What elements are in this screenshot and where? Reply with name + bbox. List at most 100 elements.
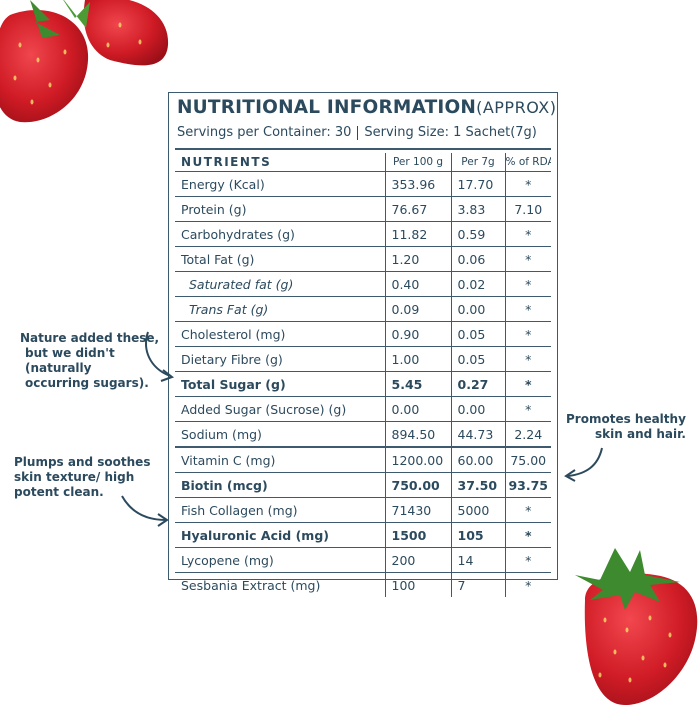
value-rda: *	[504, 346, 551, 372]
panel-title: NUTRITIONAL INFORMATION(APPROX)	[177, 97, 556, 118]
value-rda: 2.24	[504, 421, 551, 448]
value-per7: 0.05	[450, 321, 506, 347]
value-per7: 105	[450, 522, 506, 548]
value-rda: *	[504, 572, 551, 597]
nutrient-name: Total Fat (g)	[175, 246, 386, 272]
strawberry-icon	[0, 0, 169, 123]
value-rda: *	[504, 547, 551, 573]
nutrient-name: Dietary Fibre (g)	[175, 346, 386, 372]
serving-info: Servings per Container: 30 Serving Size: …	[177, 125, 537, 140]
strawberry-icon	[575, 548, 698, 705]
note-line: Plumps and soothes	[14, 455, 151, 469]
col-header-per100: Per 100 g	[384, 153, 452, 172]
header-rule	[175, 148, 551, 150]
value-rda: *	[504, 371, 551, 397]
note-line: but we didn't	[25, 346, 115, 360]
table-row: Dietary Fibre (g) 1.00 0.05 *	[175, 346, 551, 372]
table-row: Vitamin C (mg) 1200.00 60.00 75.00	[175, 446, 551, 473]
value-per100: 1.20	[384, 246, 452, 272]
value-per100: 71430	[384, 497, 452, 523]
value-rda: *	[504, 497, 551, 523]
table-row: Hyaluronic Acid (mg) 1500 105 *	[175, 522, 551, 548]
value-rda: *	[504, 221, 551, 247]
nutrient-name: Trans Fat (g)	[175, 296, 386, 322]
note-line: (naturally	[25, 361, 92, 375]
value-per100: 11.82	[384, 221, 452, 247]
table-row: Sesbania Extract (mg) 100 7 *	[175, 572, 551, 597]
nutrient-name: Saturated fat (g)	[175, 271, 386, 297]
value-per100: 0.40	[384, 271, 452, 297]
nutrition-table: NUTRIENTS Per 100 g Per 7g % of RDA Ener…	[175, 153, 551, 597]
nutrient-name: Energy (Kcal)	[175, 171, 386, 197]
table-row: Total Sugar (g) 5.45 0.27 *	[175, 371, 551, 397]
value-per100: 200	[384, 547, 452, 573]
table-row: Saturated fat (g) 0.40 0.02 *	[175, 271, 551, 297]
value-rda: *	[504, 246, 551, 272]
table-row: Fish Collagen (mg) 71430 5000 *	[175, 497, 551, 523]
value-per7: 0.02	[450, 271, 506, 297]
note-line: Promotes healthy	[566, 412, 686, 426]
value-per100: 1200.00	[384, 446, 452, 473]
value-per100: 353.96	[384, 171, 452, 197]
value-per100: 0.90	[384, 321, 452, 347]
arrow-icon	[121, 495, 169, 527]
value-rda: *	[504, 522, 551, 548]
value-rda: 75.00	[504, 446, 551, 473]
table-row: Lycopene (mg) 200 14 *	[175, 547, 551, 573]
value-per100: 750.00	[384, 472, 452, 498]
value-per7: 14	[450, 547, 506, 573]
nutrient-name: Hyaluronic Acid (mg)	[175, 522, 386, 548]
serving-divider	[357, 125, 359, 140]
value-rda: *	[504, 296, 551, 322]
nutrient-name: Lycopene (mg)	[175, 547, 386, 573]
nutrient-name: Cholesterol (mg)	[175, 321, 386, 347]
table-row: Biotin (mcg) 750.00 37.50 93.75	[175, 472, 551, 498]
value-per7: 37.50	[450, 472, 506, 498]
value-per7: 0.59	[450, 221, 506, 247]
col-header-nutrients: NUTRIENTS	[175, 153, 386, 172]
table-row: Trans Fat (g) 0.09 0.00 *	[175, 296, 551, 322]
note-line: skin texture/ high	[14, 470, 135, 484]
value-per100: 100	[384, 572, 452, 597]
value-per7: 0.05	[450, 346, 506, 372]
value-rda: *	[504, 271, 551, 297]
value-per7: 0.00	[450, 296, 506, 322]
note-line: occurring sugars).	[25, 376, 149, 390]
servings-per-container: Servings per Container: 30	[177, 125, 352, 140]
nutrient-name: Vitamin C (mg)	[175, 446, 386, 473]
col-header-per7: Per 7g	[450, 153, 506, 172]
table-row: Protein (g) 76.67 3.83 7.10	[175, 196, 551, 222]
value-rda: *	[504, 321, 551, 347]
value-per100: 1.00	[384, 346, 452, 372]
value-per7: 44.73	[450, 421, 506, 448]
nutrient-name: Biotin (mcg)	[175, 472, 386, 498]
value-per7: 3.83	[450, 196, 506, 222]
table-row: Sodium (mg) 894.50 44.73 2.24	[175, 421, 551, 448]
title-main: NUTRITIONAL INFORMATION	[177, 97, 477, 118]
nutrient-name: Added Sugar (Sucrose) (g)	[175, 396, 386, 422]
nutrient-name: Fish Collagen (mg)	[175, 497, 386, 523]
serving-size: Serving Size: 1 Sachet(7g)	[364, 125, 537, 140]
value-rda: 7.10	[504, 196, 551, 222]
table-row: Energy (Kcal) 353.96 17.70 *	[175, 171, 551, 197]
value-per7: 60.00	[450, 446, 506, 473]
title-suffix: (APPROX)	[476, 98, 557, 117]
value-per100: 0.00	[384, 396, 452, 422]
nutrient-name: Sodium (mg)	[175, 421, 386, 448]
value-per100: 1500	[384, 522, 452, 548]
note-line: skin and hair.	[595, 427, 686, 441]
table-row: Total Fat (g) 1.20 0.06 *	[175, 246, 551, 272]
value-rda: *	[504, 171, 551, 197]
note-biotin: Promotes healthy skin and hair.	[566, 412, 686, 442]
note-hyaluronic: Plumps and soothes skin texture/ high po…	[14, 455, 150, 500]
note-line: Nature added these,	[20, 331, 160, 345]
table-row: Added Sugar (Sucrose) (g) 0.00 0.00 *	[175, 396, 551, 422]
col-header-rda: % of RDA	[504, 153, 551, 172]
value-rda: *	[504, 396, 551, 422]
value-per100: 0.09	[384, 296, 452, 322]
nutrient-name: Sesbania Extract (mg)	[175, 572, 386, 597]
value-per100: 76.67	[384, 196, 452, 222]
table-header-row: NUTRIENTS Per 100 g Per 7g % of RDA	[175, 153, 551, 172]
table-row: Carbohydrates (g) 11.82 0.59 *	[175, 221, 551, 247]
value-per7: 0.00	[450, 396, 506, 422]
